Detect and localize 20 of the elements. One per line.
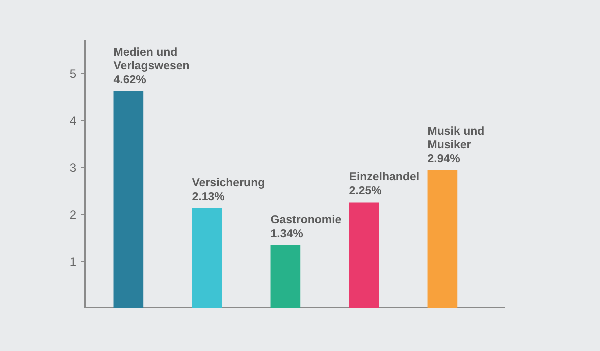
data-label: 2.25% [349, 186, 382, 198]
y-tick-label: 5 [70, 66, 77, 81]
y-tick-label: 2 [70, 208, 77, 222]
y-tick-label: 1 [70, 254, 77, 269]
bar [270, 245, 301, 308]
x-tick-label: Einzelhandel [349, 172, 420, 184]
data-label: 1.34% [270, 228, 304, 240]
data-label: 2.94% [428, 153, 460, 166]
x-tick-label: Gastronomie [270, 214, 342, 226]
x-tick-label: Medien und Verlagswesen [114, 47, 190, 72]
y-tick-label: 4 [70, 114, 77, 128]
bar [428, 170, 458, 308]
data-label: 2.13% [192, 191, 225, 204]
bar [114, 91, 144, 308]
x-tick-label: Musik und Musiker [428, 126, 485, 152]
bar [349, 202, 380, 308]
data-label: 4.62% [114, 74, 146, 86]
x-tick-label: Versicherung [192, 177, 266, 190]
bar [192, 208, 222, 308]
y-tick-label: 3 [70, 160, 77, 175]
